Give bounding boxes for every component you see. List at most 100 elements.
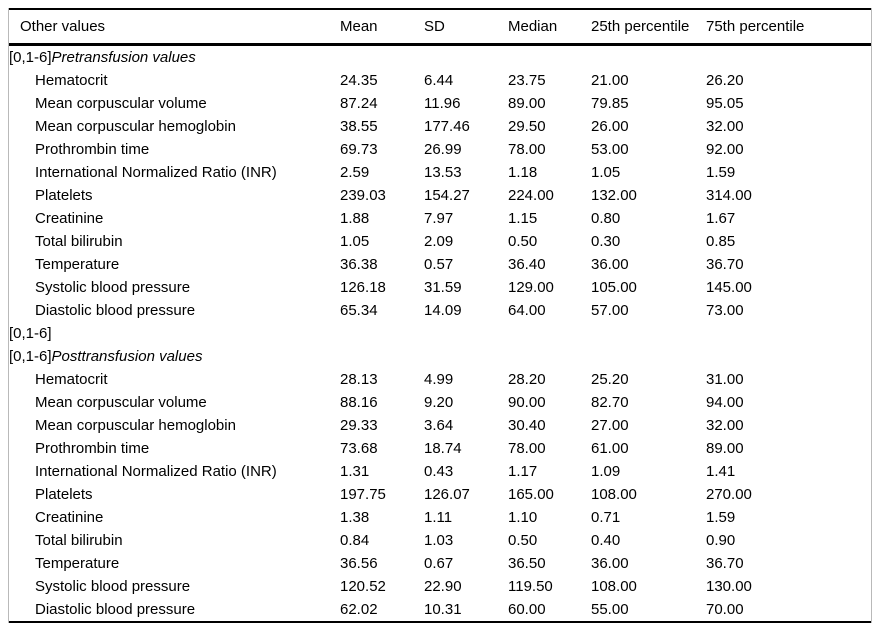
value-cell: 25.20	[591, 371, 629, 388]
value-cell: 0.67	[424, 555, 454, 572]
table-row: Creatinine 1.38 1.11 1.10 0.71 1.59	[9, 506, 871, 529]
value-cell: 7.97	[424, 210, 454, 227]
value-cell: 120.52	[340, 578, 386, 595]
row-label: Systolic blood pressure	[35, 279, 191, 296]
value-cell: 132.00	[591, 187, 637, 204]
value-cell: 126.18	[340, 279, 386, 296]
value-cell: 27.00	[591, 417, 629, 434]
value-cell: 87.24	[340, 95, 378, 112]
header-row: Other values Mean SD Median 25th percent…	[9, 8, 871, 46]
value-cell: 28.13	[340, 371, 378, 388]
section-row: [0,1-6]Posttransfusion values	[9, 345, 871, 368]
value-cell: 1.09	[591, 463, 621, 480]
value-cell: 145.00	[706, 279, 752, 296]
value-cell: 36.00	[591, 555, 629, 572]
value-cell: 31.00	[706, 371, 744, 388]
row-label: Total bilirubin	[35, 233, 123, 250]
value-cell: 69.73	[340, 141, 378, 158]
value-cell: 0.30	[591, 233, 621, 250]
value-cell: 89.00	[508, 95, 546, 112]
value-cell: 30.40	[508, 417, 546, 434]
row-label: Temperature	[35, 555, 120, 572]
table-body: [0,1-6]Pretransfusion values Hematocrit 24…	[9, 45, 871, 623]
value-cell: 26.00	[591, 118, 629, 135]
value-cell: 61.00	[591, 440, 629, 457]
value-cell: 1.18	[508, 164, 538, 181]
value-cell: 26.99	[424, 141, 462, 158]
value-cell: 53.00	[591, 141, 629, 158]
value-cell: 0.43	[424, 463, 454, 480]
value-cell: 126.07	[424, 486, 470, 503]
value-cell: 119.50	[508, 578, 553, 595]
row-label: Diastolic blood pressure	[35, 302, 196, 319]
value-cell: 197.75	[340, 486, 386, 503]
row-label: Temperature	[35, 256, 120, 273]
value-cell: 130.00	[706, 578, 752, 595]
table-row: Platelets 239.03 154.27 224.00 132.00 314.00	[9, 184, 871, 207]
value-cell: 10.31	[424, 601, 462, 618]
value-cell: 70.00	[706, 601, 744, 618]
value-cell: 82.70	[591, 394, 629, 411]
value-cell: 92.00	[706, 141, 744, 158]
table-row: International Normalized Ratio (INR) 1.31…	[9, 460, 871, 483]
value-cell: 38.55	[340, 118, 378, 135]
value-cell: 90.00	[508, 394, 546, 411]
value-cell: 14.09	[424, 302, 462, 319]
value-cell: 1.15	[508, 210, 538, 227]
section-prefix: [0,1-6]	[9, 348, 52, 365]
section-title: Pretransfusion values	[51, 49, 196, 66]
value-cell: 2.09	[424, 233, 454, 250]
table-row: Mean corpuscular hemoglobin 38.55 177.46 29…	[9, 115, 871, 138]
table-row: Total bilirubin 0.84 1.03 0.50 0.40 0.90	[9, 529, 871, 552]
value-cell: 79.85	[591, 95, 629, 112]
value-cell: 0.90	[706, 532, 736, 549]
section-title: Posttransfusion values	[51, 348, 203, 365]
value-cell: 36.56	[340, 555, 378, 572]
value-cell: 1.05	[591, 164, 621, 181]
value-cell: 2.59	[340, 164, 370, 181]
row-label: Platelets	[35, 486, 93, 503]
value-cell: 108.00	[591, 578, 637, 595]
value-cell: 4.99	[424, 371, 454, 388]
row-label: International Normalized Ratio (INR)	[35, 164, 277, 181]
value-cell: 28.20	[508, 371, 546, 388]
value-cell: 154.27	[424, 187, 470, 204]
value-cell: 36.50	[508, 555, 546, 572]
value-cell: 270.00	[706, 486, 752, 503]
row-label: Total bilirubin	[35, 532, 123, 549]
row-label: Systolic blood pressure	[35, 578, 191, 595]
value-cell: 36.00	[591, 256, 629, 273]
value-cell: 60.00	[508, 601, 546, 618]
value-cell: 0.84	[340, 532, 370, 549]
row-label: Mean corpuscular hemoglobin	[35, 417, 236, 434]
value-cell: 29.33	[340, 417, 378, 434]
row-label: Prothrombin time	[35, 141, 150, 158]
table-row: Diastolic blood pressure 65.34 14.09 64.00 5…	[9, 299, 871, 322]
value-cell: 1.17	[508, 463, 538, 480]
table-row: Prothrombin time 73.68 18.74 78.00 61.00 89.0…	[9, 437, 871, 460]
row-label: Hematocrit	[35, 371, 108, 388]
column-header-median: Median	[508, 8, 591, 46]
value-cell: 0.50	[508, 532, 538, 549]
section-label: [0,1-6]Posttransfusion values	[9, 345, 871, 368]
section-row: [0,1-6]Pretransfusion values	[9, 45, 871, 70]
section-prefix: [0,1-6]	[9, 325, 52, 342]
value-cell: 21.00	[591, 72, 629, 89]
value-cell: 1.67	[706, 210, 736, 227]
table-row: Diastolic blood pressure 62.02 10.31 60.00 5…	[9, 598, 871, 622]
section-prefix: [0,1-6]	[9, 49, 52, 66]
table-row: Hematocrit 28.13 4.99 28.20 25.20 31.00	[9, 368, 871, 391]
value-cell: 1.59	[706, 509, 736, 526]
value-cell: 23.75	[508, 72, 546, 89]
value-cell: 105.00	[591, 279, 637, 296]
table-row: Systolic blood pressure 120.52 22.90 119.50…	[9, 575, 871, 598]
value-cell: 108.00	[591, 486, 637, 503]
value-cell: 78.00	[508, 440, 546, 457]
row-label: International Normalized Ratio (INR)	[35, 463, 277, 480]
table-row: Prothrombin time 69.73 26.99 78.00 53.00 92.0…	[9, 138, 871, 161]
table-row: Mean corpuscular volume 88.16 9.20 90.00 82.…	[9, 391, 871, 414]
value-cell: 0.57	[424, 256, 454, 273]
row-label: Platelets	[35, 187, 93, 204]
table-row: Mean corpuscular hemoglobin 29.33 3.64 30.4…	[9, 414, 871, 437]
section-label: [0,1-6]Pretransfusion values	[9, 45, 871, 70]
